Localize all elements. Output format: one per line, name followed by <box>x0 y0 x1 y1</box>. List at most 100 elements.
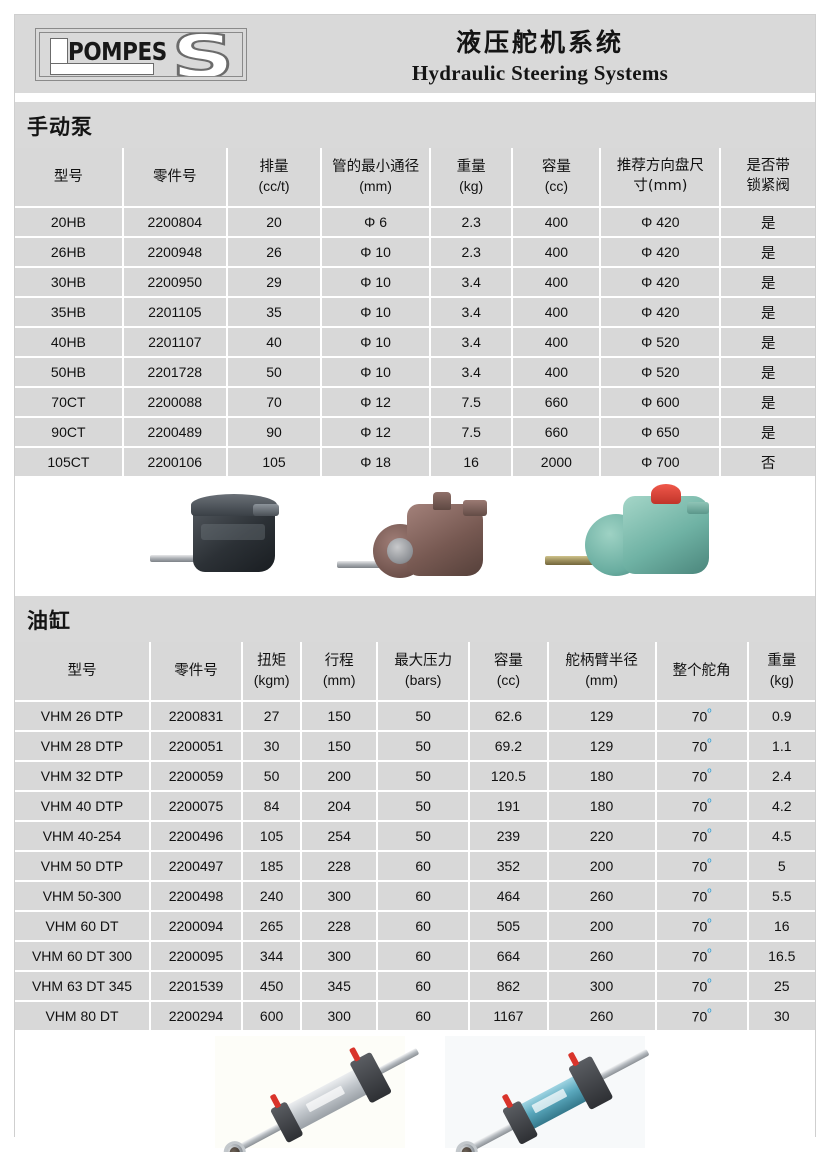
cell-value: 27 <box>243 702 303 732</box>
cell-value: 50 <box>378 822 471 852</box>
cell-rudder-angle: 70º <box>656 792 749 822</box>
degree-symbol-icon: º <box>707 857 712 870</box>
table-row: 40HB 2201107 40 Φ 10 3.4 400 Φ 520 是 <box>15 328 815 358</box>
cell-value: 400 <box>513 328 602 358</box>
cell-rudder-angle: 70º <box>656 822 749 852</box>
table-row: 70CT 2200088 70 Φ 12 7.5 660 Φ 600 是 <box>15 388 815 418</box>
cell-model: 40HB <box>15 328 124 358</box>
cell-value: 220 <box>548 822 657 852</box>
table-row: 30HB 2200950 29 Φ 10 3.4 400 Φ 420 是 <box>15 268 815 298</box>
cell-value: 129 <box>548 702 657 732</box>
table-row: VHM 50 DTP 2200497 185 228 60 352 200 70º 5 <box>15 852 815 882</box>
manual-pump-table-head: 型号 零件号 排量 (cc/t) 管的最小通径 (mm) 重量 (kg) <box>15 148 815 208</box>
cell-value: 2000 <box>513 448 602 478</box>
cell-value: 25 <box>748 972 815 1002</box>
cell-model: 26HB <box>15 238 124 268</box>
cell-value: Φ 18 <box>322 448 431 478</box>
cell-value: 70 <box>227 388 323 418</box>
cell-rudder-angle: 70º <box>656 882 749 912</box>
cell-model: 90CT <box>15 418 124 448</box>
cell-value: 2200950 <box>123 268 228 298</box>
cell-value: 200 <box>302 762 379 792</box>
cell-value: 2.3 <box>430 208 514 238</box>
cell-rudder-angle: 70º <box>656 762 749 792</box>
cell-rudder-angle: 70º <box>656 732 749 762</box>
cell-value: 464 <box>470 882 549 912</box>
cell-value: Φ 420 <box>601 268 722 298</box>
cell-value: 239 <box>470 822 549 852</box>
cell-lock-valve: 是 <box>721 388 815 418</box>
col-header-torque: 扭矩 (kgm) <box>243 642 303 702</box>
col-header-weight: 重量 (kg) <box>430 148 514 208</box>
cell-value: 2201539 <box>151 972 243 1002</box>
cell-value: 7.5 <box>430 388 514 418</box>
table-row: VHM 28 DTP 2200051 30 150 50 69.2 129 70º 1.1 <box>15 732 815 762</box>
cell-rudder-angle: 70º <box>656 852 749 882</box>
cell-value: 600 <box>243 1002 303 1032</box>
cell-value: 664 <box>470 942 549 972</box>
cell-model: VHM 60 DT 300 <box>15 942 151 972</box>
col-header-part-number: 零件号 <box>123 148 228 208</box>
degree-symbol-icon: º <box>707 767 712 780</box>
cell-model: VHM 60 DT <box>15 912 151 942</box>
cell-value: 50 <box>378 732 471 762</box>
cell-value: 2201105 <box>123 298 228 328</box>
cell-value: 5.5 <box>748 882 815 912</box>
page-title-chinese: 液压舵机系统 <box>455 28 624 57</box>
table-row: 50HB 2201728 50 Φ 10 3.4 400 Φ 520 是 <box>15 358 815 388</box>
manual-pump-table: 型号 零件号 排量 (cc/t) 管的最小通径 (mm) 重量 (kg) <box>15 148 815 478</box>
cell-value: Φ 700 <box>601 448 722 478</box>
cylinder-table: 型号 零件号 扭矩 (kgm) 行程 (mm) 最大压力 (bars) <box>15 642 815 1032</box>
cell-value: 204 <box>302 792 379 822</box>
logo-frame: POMPES S <box>39 32 243 77</box>
cell-model: VHM 80 DT <box>15 1002 151 1032</box>
cell-lock-valve: 是 <box>721 358 815 388</box>
cell-value: 660 <box>513 418 602 448</box>
cell-value: 2200075 <box>151 792 243 822</box>
cell-value: 2200294 <box>151 1002 243 1032</box>
cell-value: 60 <box>378 852 471 882</box>
logo-wordmark: POMPES <box>68 37 167 66</box>
cell-value: 69.2 <box>470 732 549 762</box>
cell-value: 260 <box>548 1002 657 1032</box>
cell-value: 2200496 <box>151 822 243 852</box>
cell-value: 5 <box>748 852 815 882</box>
cell-value: Φ 420 <box>601 298 722 328</box>
document-page: 三欧星 star ® POMPES S 液压舵机系统 Hydraulic Ste… <box>14 14 816 1152</box>
table-row: 20HB 2200804 20 Φ 6 2.3 400 Φ 420 是 <box>15 208 815 238</box>
table-row: VHM 80 DT 2200294 600 300 60 1167 260 70º 30 <box>15 1002 815 1032</box>
cell-value: 3.4 <box>430 328 514 358</box>
col-header-max-pressure: 最大压力 (bars) <box>378 642 471 702</box>
cylinder-table-body: VHM 26 DTP 2200831 27 150 50 62.6 129 70º 0.9 VHM… <box>15 702 815 1032</box>
table-row: 90CT 2200489 90 Φ 12 7.5 660 Φ 650 是 <box>15 418 815 448</box>
cell-lock-valve: 是 <box>721 328 815 358</box>
table-row: VHM 32 DTP 2200059 50 200 50 120.5 180 70º 2.4 <box>15 762 815 792</box>
cell-model: 105CT <box>15 448 124 478</box>
cell-model: VHM 50 DTP <box>15 852 151 882</box>
company-logo: POMPES S <box>35 28 247 81</box>
cell-value: 862 <box>470 972 549 1002</box>
cell-value: 200 <box>548 852 657 882</box>
cell-value: 260 <box>548 882 657 912</box>
col-header-stroke: 行程 (mm) <box>302 642 379 702</box>
col-header-tiller-arm-radius: 舵柄臂半径 (mm) <box>548 642 657 702</box>
cell-model: 70CT <box>15 388 124 418</box>
cell-model: VHM 40 DTP <box>15 792 151 822</box>
cell-value: 16 <box>430 448 514 478</box>
cell-value: 50 <box>378 762 471 792</box>
header-divider <box>15 93 815 102</box>
cell-value: 7.5 <box>430 418 514 448</box>
cell-value: 2200831 <box>151 702 243 732</box>
cell-value: 4.5 <box>748 822 815 852</box>
cell-value: 352 <box>470 852 549 882</box>
cell-value: 180 <box>548 792 657 822</box>
cell-value: 400 <box>513 238 602 268</box>
cell-value: 105 <box>243 822 303 852</box>
col-header-part-number: 零件号 <box>151 642 243 702</box>
cell-value: 29 <box>227 268 323 298</box>
degree-symbol-icon: º <box>707 887 712 900</box>
cell-lock-valve: 否 <box>721 448 815 478</box>
cell-value: 344 <box>243 942 303 972</box>
cell-value: 2201107 <box>123 328 228 358</box>
col-header-total-rudder-angle: 整个舵角 <box>656 642 749 702</box>
